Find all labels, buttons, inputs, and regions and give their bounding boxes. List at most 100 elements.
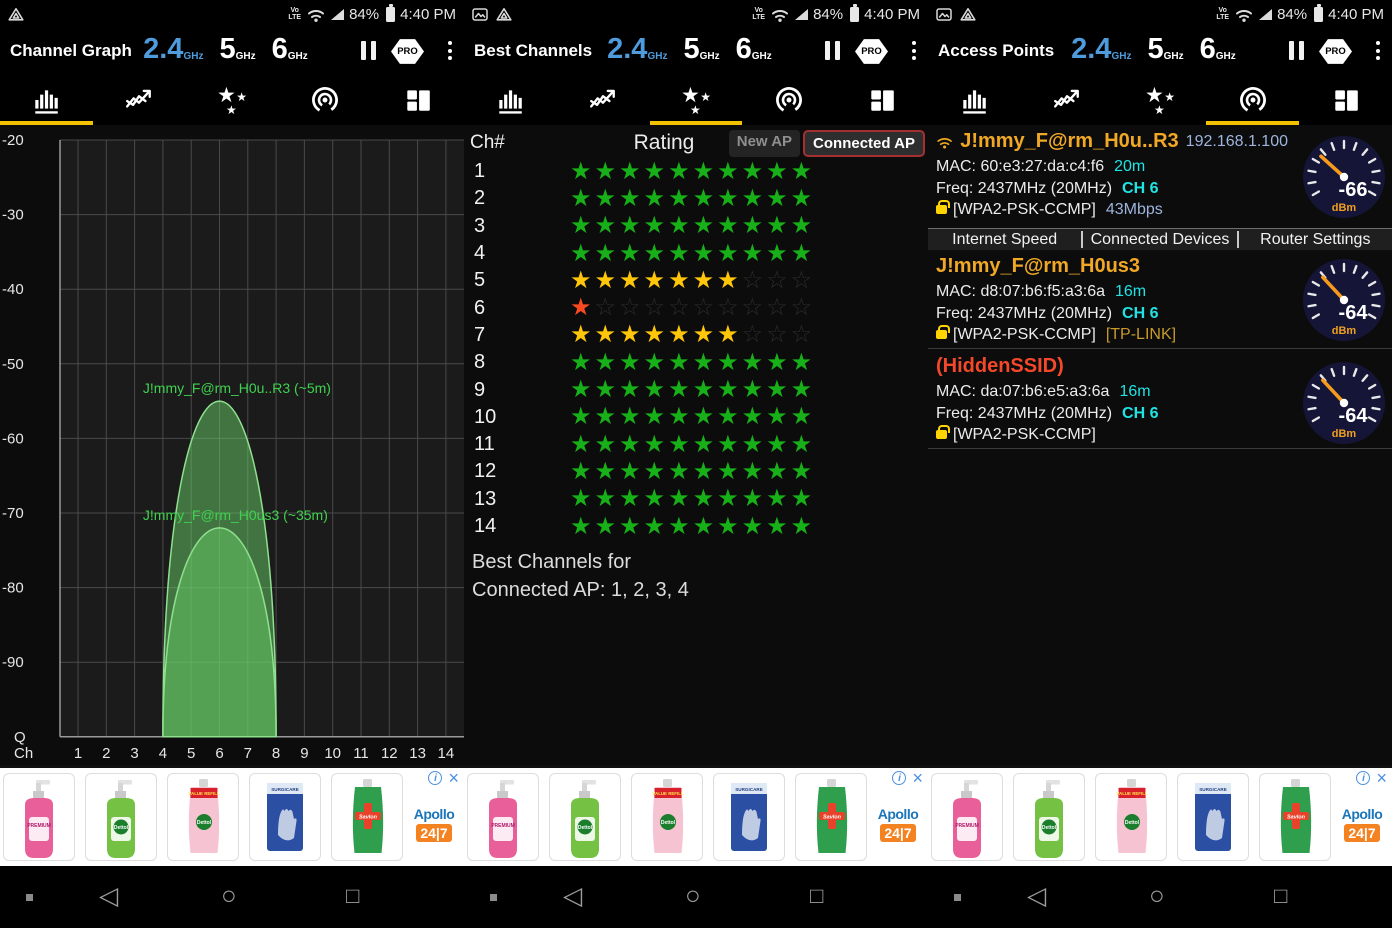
ad-banner[interactable]: PREMIUM Dettol VALUE REFILL Dettol SURGI… bbox=[928, 765, 1392, 866]
security: [WPA2-PSK-CCMP] bbox=[953, 326, 1096, 343]
connected-ap-toggle[interactable]: Connected AP bbox=[803, 130, 925, 157]
tab-dashboard[interactable] bbox=[835, 75, 928, 125]
band-6ghz[interactable]: 6 GHz bbox=[271, 33, 308, 65]
apollo-logo[interactable]: Apollo 24|7 bbox=[877, 806, 919, 842]
tab-best-channels[interactable]: ★ ★ ★ bbox=[649, 75, 743, 125]
ad-product-savlon-herbal-refill[interactable]: Savlon bbox=[1259, 773, 1331, 861]
tab-time-graph[interactable] bbox=[1021, 75, 1114, 125]
rating-row[interactable]: 12 ★★★★★★★★★★ bbox=[464, 458, 928, 485]
band-6ghz[interactable]: 6 GHz bbox=[735, 33, 772, 65]
back-icon[interactable]: ◁ bbox=[563, 882, 583, 910]
rating-row[interactable]: 13 ★★★★★★★★★★ bbox=[464, 486, 928, 513]
ap-card[interactable]: J!mmy_F@rm_H0us3 MAC: d8:07:b6:f5:a3:6a 1… bbox=[936, 255, 1288, 346]
tab-access-points[interactable] bbox=[278, 75, 371, 125]
ad-info-icon[interactable]: i bbox=[428, 771, 443, 785]
band-5ghz[interactable]: 5 GHz bbox=[683, 33, 720, 65]
ad-product-premium-pink-handwash[interactable]: PREMIUM bbox=[931, 773, 1003, 861]
back-icon[interactable]: ◁ bbox=[99, 882, 119, 910]
rating-row[interactable]: 10 ★★★★★★★★★★ bbox=[464, 404, 928, 431]
ad-product-premium-pink-handwash[interactable]: PREMIUM bbox=[3, 773, 75, 861]
pro-badge[interactable]: PRO bbox=[1319, 39, 1352, 64]
ad-product-savlon-herbal-refill[interactable]: Savlon bbox=[795, 773, 867, 861]
pause-button[interactable] bbox=[361, 41, 376, 60]
ad-banner[interactable]: PREMIUM Dettol VALUE REFILL Dettol SURGI… bbox=[464, 765, 928, 866]
tab-best-channels[interactable]: ★ ★ ★ bbox=[1114, 75, 1207, 125]
rating-row[interactable]: 6 ★☆☆☆☆☆☆☆☆☆ bbox=[464, 294, 928, 321]
tab-channel-graph[interactable] bbox=[464, 75, 557, 125]
ad-product-surgicare-gloves-pack[interactable]: SURGICARE bbox=[249, 773, 321, 861]
rating-row[interactable]: 5 ★★★★★★★☆☆☆ bbox=[464, 267, 928, 294]
apollo-logo[interactable]: Apollo 24|7 bbox=[413, 806, 455, 842]
tab-dashboard[interactable] bbox=[371, 75, 464, 125]
nav-hide-dot-icon[interactable] bbox=[26, 894, 33, 901]
tab-channel-graph[interactable] bbox=[928, 75, 1021, 125]
svg-text:Ch: Ch bbox=[14, 745, 33, 762]
band-2-4ghz[interactable]: 2.4 GHz bbox=[1071, 33, 1132, 65]
rating-row[interactable]: 8 ★★★★★★★★★★ bbox=[464, 349, 928, 376]
tab-dashboard[interactable] bbox=[1299, 75, 1392, 125]
ad-banner[interactable]: PREMIUM Dettol VALUE REFILL Dettol SURGI… bbox=[0, 765, 464, 866]
ad-close-icon[interactable]: × bbox=[1376, 768, 1387, 788]
ad-close-icon[interactable]: × bbox=[912, 768, 923, 788]
rating-row[interactable]: 14 ★★★★★★★★★★ bbox=[464, 513, 928, 540]
rating-row[interactable]: 3 ★★★★★★★★★★ bbox=[464, 213, 928, 240]
rating-row[interactable]: 4 ★★★★★★★★★★ bbox=[464, 240, 928, 267]
pro-badge[interactable]: PRO bbox=[391, 39, 424, 64]
ad-product-dettol-value-refill[interactable]: VALUE REFILL Dettol bbox=[631, 773, 703, 861]
connected-devices-button[interactable]: Connected Devices bbox=[1090, 230, 1230, 248]
pause-button[interactable] bbox=[1289, 41, 1304, 60]
router-settings-button[interactable]: Router Settings bbox=[1260, 230, 1371, 248]
recents-icon[interactable]: □ bbox=[1274, 883, 1288, 908]
overflow-menu-icon[interactable] bbox=[1376, 41, 1380, 60]
ad-product-dettol-lemon-handwash[interactable]: Dettol bbox=[85, 773, 157, 861]
nav-hide-dot-icon[interactable] bbox=[954, 894, 961, 901]
band-6ghz[interactable]: 6 GHz bbox=[1199, 33, 1236, 65]
apollo-logo[interactable]: Apollo 24|7 bbox=[1341, 806, 1383, 842]
tab-access-points[interactable] bbox=[1206, 75, 1299, 125]
back-icon[interactable]: ◁ bbox=[1027, 882, 1047, 910]
pro-badge[interactable]: PRO bbox=[855, 39, 888, 64]
ad-close-icon[interactable]: × bbox=[448, 768, 459, 788]
ad-product-dettol-value-refill[interactable]: VALUE REFILL Dettol bbox=[167, 773, 239, 861]
tab-best-channels[interactable]: ★ ★ ★ bbox=[186, 75, 279, 125]
tab-access-points[interactable] bbox=[742, 75, 835, 125]
recents-icon[interactable]: □ bbox=[346, 883, 360, 908]
rating-row[interactable]: 7 ★★★★★★★☆☆☆ bbox=[464, 322, 928, 349]
volte-indicator: Vo LTE bbox=[1216, 7, 1230, 21]
band-2-4ghz[interactable]: 2.4 GHz bbox=[143, 33, 204, 65]
home-icon[interactable]: ○ bbox=[1149, 880, 1165, 910]
ap-card-connected[interactable]: J!mmy_F@rm_H0u..R3 192.168.1.100 MAC: 60… bbox=[936, 130, 1288, 221]
band-5ghz[interactable]: 5 GHz bbox=[219, 33, 256, 65]
nav-hide-dot-icon[interactable] bbox=[490, 894, 497, 901]
ap-toggle: New AP Connected AP bbox=[728, 130, 925, 157]
pause-button[interactable] bbox=[825, 41, 840, 60]
ad-product-dettol-value-refill[interactable]: VALUE REFILL Dettol bbox=[1095, 773, 1167, 861]
ad-info-icon[interactable]: i bbox=[892, 771, 907, 785]
ad-product-surgicare-gloves-pack[interactable]: SURGICARE bbox=[713, 773, 785, 861]
rating-row[interactable]: 11 ★★★★★★★★★★ bbox=[464, 431, 928, 458]
band-2-4ghz[interactable]: 2.4 GHz bbox=[607, 33, 668, 65]
ad-product-dettol-lemon-handwash[interactable]: Dettol bbox=[1013, 773, 1085, 861]
ap-card-hidden[interactable]: (HiddenSSID) MAC: da:07:b6:e5:a3:6a 16m F… bbox=[936, 355, 1288, 446]
tab-channel-graph[interactable] bbox=[0, 75, 93, 125]
new-ap-toggle[interactable]: New AP bbox=[728, 130, 801, 157]
ad-product-premium-pink-handwash[interactable]: PREMIUM bbox=[467, 773, 539, 861]
home-icon[interactable]: ○ bbox=[685, 880, 701, 910]
recents-icon[interactable]: □ bbox=[810, 883, 824, 908]
band-5ghz[interactable]: 5 GHz bbox=[1147, 33, 1184, 65]
ad-product-savlon-herbal-refill[interactable]: Savlon bbox=[331, 773, 403, 861]
line-chart-icon bbox=[590, 89, 616, 108]
ad-product-surgicare-gloves-pack[interactable]: SURGICARE bbox=[1177, 773, 1249, 861]
rating-row[interactable]: 9 ★★★★★★★★★★ bbox=[464, 376, 928, 403]
ad-info-icon[interactable]: i bbox=[1356, 771, 1371, 785]
internet-speed-button[interactable]: Internet Speed bbox=[952, 230, 1058, 248]
overflow-menu-icon[interactable] bbox=[912, 41, 916, 60]
rating-row[interactable]: 2 ★★★★★★★★★★ bbox=[464, 185, 928, 212]
tab-time-graph[interactable] bbox=[557, 75, 650, 125]
ad-product-dettol-lemon-handwash[interactable]: Dettol bbox=[549, 773, 621, 861]
tab-time-graph[interactable] bbox=[93, 75, 186, 125]
rating-row[interactable]: 1 ★★★★★★★★★★ bbox=[464, 158, 928, 185]
overflow-menu-icon[interactable] bbox=[448, 41, 452, 60]
home-icon[interactable]: ○ bbox=[221, 880, 237, 910]
